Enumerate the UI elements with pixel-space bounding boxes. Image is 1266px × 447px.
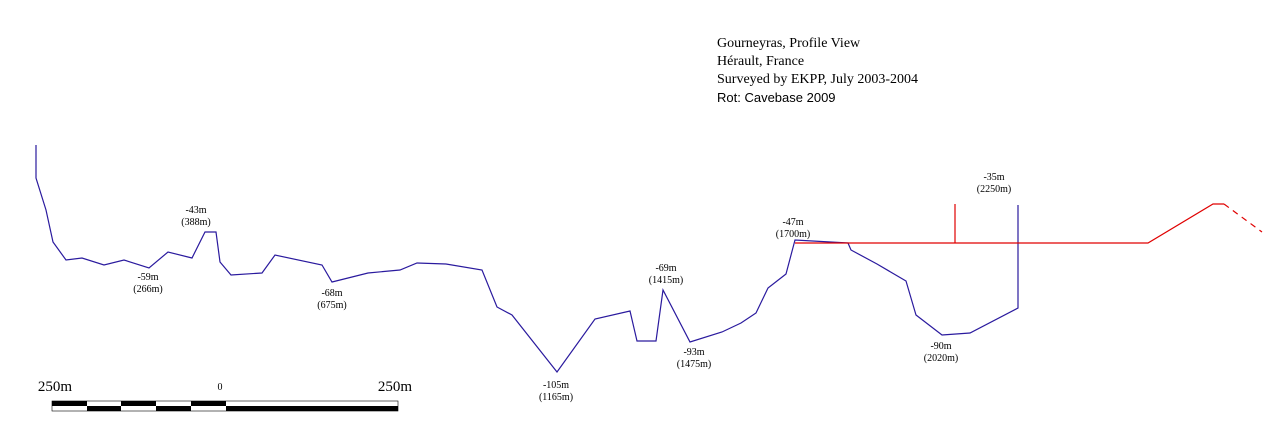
survey-title: Gourneyras, Profile View bbox=[717, 36, 861, 51]
depth-label: -59m bbox=[137, 272, 158, 283]
title-block: Gourneyras, Profile View Hérault, France… bbox=[717, 35, 918, 107]
scale-center-label: 0 bbox=[218, 382, 223, 393]
depth-label: -47m bbox=[782, 217, 803, 228]
depth-label-group: -43m (388m) -59m (266m) -68m (675m) -105… bbox=[133, 172, 1011, 403]
depth-label: -105m bbox=[543, 380, 569, 391]
survey-credit: Surveyed by EKPP, July 2003-2004 bbox=[717, 72, 919, 87]
depth-label: -35m bbox=[983, 172, 1004, 183]
depth-label: -93m bbox=[683, 347, 704, 358]
depth-label: -69m bbox=[655, 263, 676, 274]
distance-label: (2020m) bbox=[924, 353, 958, 364]
depth-label: -43m bbox=[185, 205, 206, 216]
distance-label: (1165m) bbox=[539, 392, 573, 403]
distance-label: (675m) bbox=[317, 300, 346, 311]
scale-left-label: 250m bbox=[38, 379, 73, 395]
distance-label: (1475m) bbox=[677, 359, 711, 370]
rotation-credit: Rot: Cavebase 2009 bbox=[717, 90, 836, 105]
dashed-extension bbox=[1223, 203, 1263, 233]
distance-label: (1700m) bbox=[776, 229, 810, 240]
distance-label: (2250m) bbox=[977, 184, 1011, 195]
survey-region: Hérault, France bbox=[717, 54, 805, 69]
distance-label: (388m) bbox=[181, 217, 210, 228]
depth-label: -68m bbox=[321, 288, 342, 299]
scale-right-label: 250m bbox=[378, 379, 413, 395]
scale-bar: 250m 0 250m bbox=[38, 379, 413, 412]
distance-label: (1415m) bbox=[649, 275, 683, 286]
surface-extension-line bbox=[795, 203, 1224, 244]
cave-passage-profile bbox=[35, 145, 1019, 373]
distance-label: (266m) bbox=[133, 284, 162, 295]
depth-label: -90m bbox=[930, 341, 951, 352]
